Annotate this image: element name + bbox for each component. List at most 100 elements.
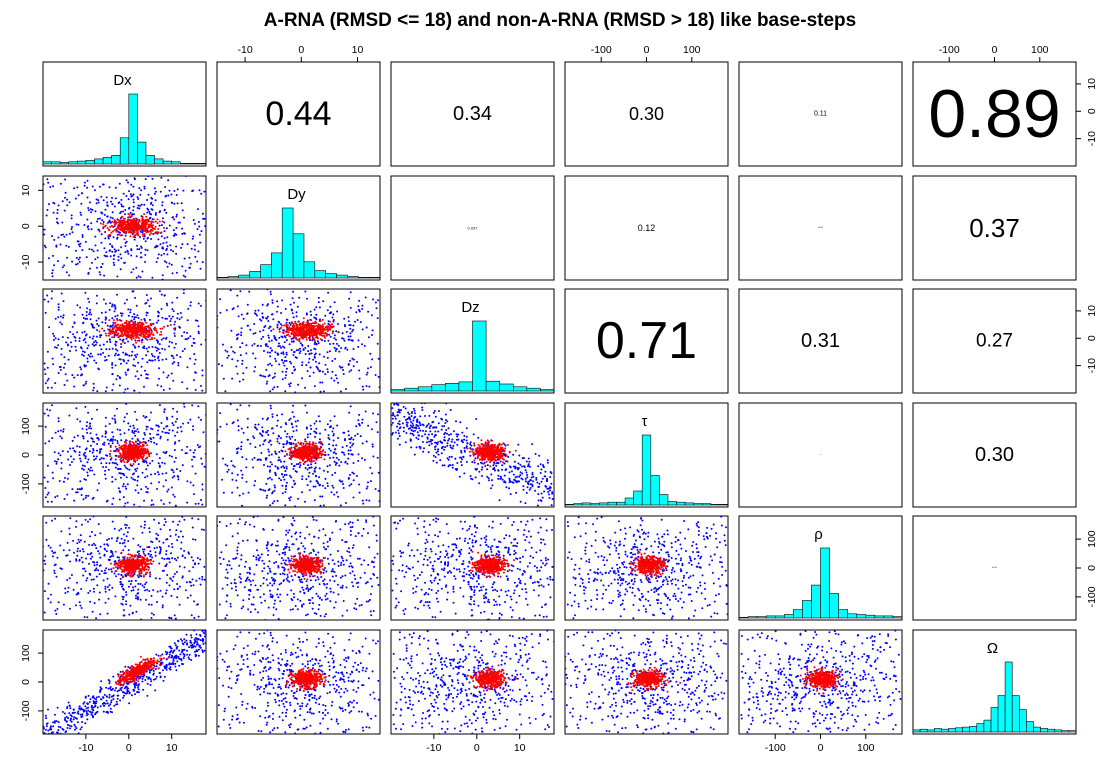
point-non-a-rna	[66, 493, 69, 496]
point-a-rna	[312, 322, 315, 325]
point-a-rna	[107, 234, 110, 237]
point-non-a-rna	[377, 375, 380, 378]
point-non-a-rna	[201, 374, 204, 377]
point-non-a-rna	[143, 347, 145, 350]
point-non-a-rna	[116, 293, 118, 296]
point-a-rna	[132, 463, 135, 465]
point-non-a-rna	[177, 478, 180, 481]
point-a-rna	[310, 322, 313, 325]
point-non-a-rna	[97, 201, 100, 204]
point-non-a-rna	[370, 428, 373, 431]
point-non-a-rna	[78, 451, 81, 454]
point-non-a-rna	[285, 353, 288, 356]
point-non-a-rna	[87, 344, 90, 347]
point-a-rna	[137, 223, 140, 226]
point-non-a-rna	[262, 375, 265, 378]
point-non-a-rna	[290, 362, 293, 365]
point-non-a-rna	[257, 423, 260, 426]
point-non-a-rna	[283, 335, 286, 338]
scatter-panel	[391, 403, 554, 507]
point-non-a-rna	[238, 494, 241, 497]
point-non-a-rna	[68, 414, 71, 417]
point-non-a-rna	[114, 439, 117, 441]
point-non-a-rna	[84, 405, 87, 408]
point-a-rna	[123, 322, 126, 325]
point-non-a-rna	[57, 344, 60, 347]
point-non-a-rna	[283, 478, 286, 481]
point-non-a-rna	[285, 339, 288, 342]
point-non-a-rna	[95, 319, 98, 322]
point-non-a-rna	[348, 324, 351, 327]
point-a-rna	[113, 331, 116, 334]
point-non-a-rna	[151, 459, 154, 462]
point-non-a-rna	[189, 317, 191, 319]
point-non-a-rna	[335, 347, 338, 350]
point-non-a-rna	[231, 358, 234, 361]
point-non-a-rna	[134, 434, 137, 437]
point-non-a-rna	[134, 375, 137, 378]
point-non-a-rna	[331, 511, 333, 513]
point-non-a-rna	[133, 213, 135, 216]
point-a-rna	[128, 322, 131, 325]
point-non-a-rna	[361, 457, 364, 460]
point-non-a-rna	[144, 441, 147, 444]
point-non-a-rna	[196, 319, 199, 322]
point-non-a-rna	[137, 443, 140, 446]
point-a-rna	[131, 320, 134, 323]
point-non-a-rna	[254, 427, 257, 429]
point-non-a-rna	[175, 271, 178, 274]
point-non-a-rna	[83, 224, 86, 226]
point-non-a-rna	[67, 472, 70, 475]
point-non-a-rna	[319, 504, 322, 507]
point-a-rna	[118, 444, 121, 447]
point-a-rna	[301, 325, 304, 328]
point-non-a-rna	[288, 419, 291, 421]
point-non-a-rna	[147, 283, 149, 285]
point-non-a-rna	[62, 430, 65, 433]
point-a-rna	[310, 331, 313, 334]
point-a-rna	[132, 324, 135, 327]
point-a-rna	[143, 229, 146, 232]
point-non-a-rna	[82, 468, 85, 471]
point-a-rna	[311, 453, 314, 456]
point-non-a-rna	[165, 425, 168, 428]
point-a-rna	[127, 212, 130, 215]
point-non-a-rna	[291, 284, 293, 286]
point-non-a-rna	[181, 265, 184, 268]
point-non-a-rna	[285, 367, 288, 370]
point-non-a-rna	[87, 209, 90, 212]
point-non-a-rna	[241, 362, 244, 365]
point-non-a-rna	[358, 299, 361, 302]
point-non-a-rna	[111, 438, 114, 441]
point-non-a-rna	[266, 494, 269, 497]
point-non-a-rna	[349, 359, 351, 362]
point-non-a-rna	[528, 460, 531, 463]
point-non-a-rna	[99, 458, 101, 461]
point-non-a-rna	[192, 219, 195, 221]
point-a-rna	[304, 450, 307, 453]
point-non-a-rna	[335, 461, 338, 464]
point-a-rna	[296, 333, 299, 336]
point-non-a-rna	[357, 459, 360, 462]
point-a-rna	[147, 230, 150, 233]
point-non-a-rna	[231, 422, 234, 425]
point-a-rna	[289, 458, 292, 461]
point-non-a-rna	[252, 332, 255, 335]
point-non-a-rna	[319, 390, 322, 393]
point-non-a-rna	[329, 457, 331, 459]
point-non-a-rna	[150, 201, 153, 204]
point-non-a-rna	[174, 420, 177, 423]
point-non-a-rna	[138, 505, 141, 507]
point-non-a-rna	[155, 261, 158, 263]
point-non-a-rna	[126, 369, 129, 372]
point-non-a-rna	[122, 192, 125, 195]
point-non-a-rna	[262, 489, 265, 492]
point-non-a-rna	[241, 476, 244, 479]
point-non-a-rna	[145, 468, 148, 471]
point-non-a-rna	[135, 356, 138, 358]
point-non-a-rna	[73, 436, 76, 439]
point-non-a-rna	[173, 495, 176, 498]
point-non-a-rna	[70, 461, 73, 463]
point-non-a-rna	[105, 386, 108, 389]
point-non-a-rna	[69, 331, 72, 333]
